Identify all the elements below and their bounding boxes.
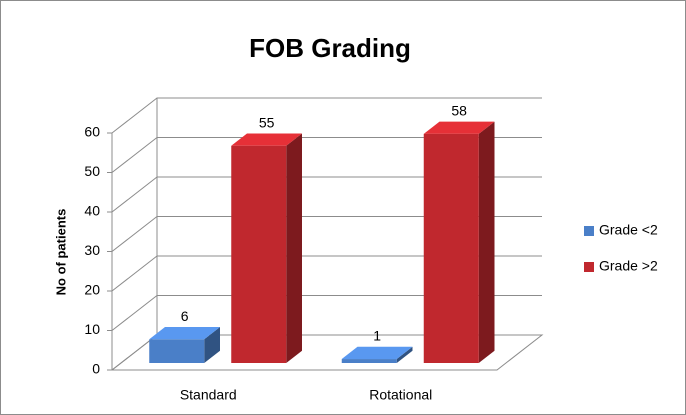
bar [231, 145, 287, 363]
data-label: 58 [451, 102, 467, 118]
bar [149, 339, 205, 363]
y-tick-label: 20 [84, 282, 100, 298]
y-tick-label: 50 [84, 163, 100, 179]
data-label: 1 [373, 328, 381, 344]
bar-side [396, 346, 413, 363]
y-tick-label: 60 [84, 124, 100, 140]
bar-side [478, 121, 495, 364]
legend-swatch [584, 262, 594, 272]
bar-top [341, 346, 413, 360]
bar-side [204, 327, 220, 363]
y-axis-label: No of patients [53, 209, 68, 296]
y-tick-label: 30 [84, 242, 100, 258]
bar-top [149, 327, 220, 340]
legend-label: Grade <2 [599, 222, 658, 238]
legend-swatch [584, 226, 594, 236]
x-tick-label: Standard [180, 387, 237, 403]
bar-top [423, 121, 495, 134]
y-tick-label: 40 [84, 203, 100, 219]
bar-side [286, 133, 302, 363]
bar [423, 133, 479, 363]
chart-title: FOB Grading [249, 33, 411, 63]
y-tick-label: 10 [84, 321, 100, 337]
data-label: 6 [181, 308, 189, 324]
bar-top [231, 133, 302, 146]
y-tick-label: 0 [92, 361, 100, 377]
legend-label: Grade >2 [599, 258, 658, 274]
data-label: 55 [259, 114, 275, 130]
x-tick-label: Rotational [369, 387, 432, 403]
bar [341, 359, 397, 363]
